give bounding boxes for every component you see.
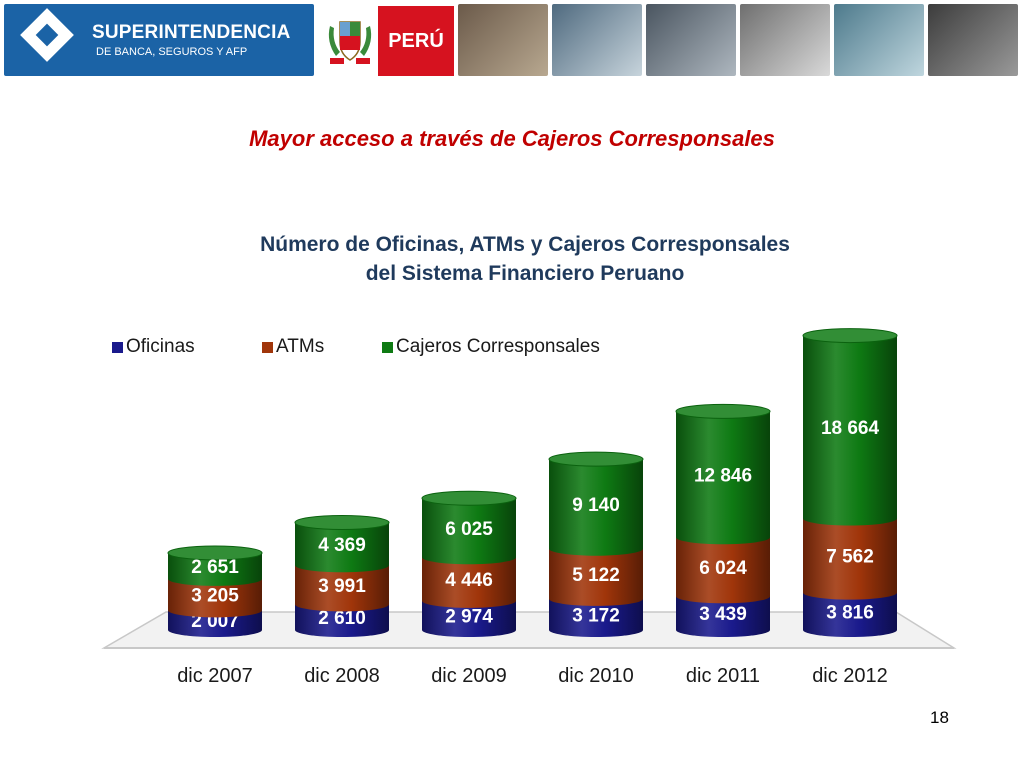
keyboard-photo xyxy=(646,4,736,76)
data-label: 6 024 xyxy=(699,558,747,579)
chart-title-line2: del Sistema Financiero Peruano xyxy=(365,262,685,285)
bar-segment xyxy=(295,565,389,612)
data-label: 2 651 xyxy=(191,557,239,578)
page-number: 18 xyxy=(930,708,949,727)
bar-segment xyxy=(676,411,770,545)
bar-segment xyxy=(549,598,643,637)
bar-segment xyxy=(168,578,262,618)
peru-label: PERÚ xyxy=(378,6,454,76)
bar-segment xyxy=(295,604,389,637)
bar-segment xyxy=(676,537,770,604)
legend-swatch xyxy=(112,342,123,353)
data-label: 5 122 xyxy=(572,565,620,586)
bar-top-cap xyxy=(421,490,517,506)
bar-segment xyxy=(803,335,897,526)
bar-top-cap xyxy=(294,514,390,530)
data-label: 3 205 xyxy=(191,586,239,607)
pos-terminal-photo xyxy=(928,4,1018,76)
bar-segment xyxy=(549,459,643,556)
x-tick-label: dic 2011 xyxy=(686,665,760,687)
bar-top-cap xyxy=(167,545,263,561)
data-label: 9 140 xyxy=(572,495,620,516)
data-label: 4 446 xyxy=(445,570,493,591)
legend-label: Cajeros Corresponsales xyxy=(396,336,600,357)
bar-segment xyxy=(168,552,262,586)
x-tick-label: dic 2010 xyxy=(558,665,634,687)
bar-segment xyxy=(676,596,770,637)
data-label: 4 369 xyxy=(318,535,366,556)
slide-title: Mayor acceso a través de Cajeros Corresp… xyxy=(249,126,775,151)
logo-line2: DE BANCA, SEGUROS Y AFP xyxy=(96,46,248,58)
data-label: 3 816 xyxy=(826,602,874,623)
legend-swatch xyxy=(262,342,273,353)
legend-label: ATMs xyxy=(276,336,325,357)
x-tick-label: dic 2007 xyxy=(177,665,253,687)
x-tick-label: dic 2009 xyxy=(431,665,507,687)
header-banner: SUPERINTENDENCIA DE BANCA, SEGUROS Y AFP… xyxy=(0,0,1024,80)
data-label: 2 610 xyxy=(318,608,366,629)
peru-coat-of-arms-icon xyxy=(328,21,372,64)
bar-top-cap xyxy=(802,328,898,344)
card-photo xyxy=(458,4,548,76)
bar-segment xyxy=(422,498,516,565)
bar-segment xyxy=(295,522,389,573)
bar-segment xyxy=(803,518,897,600)
bar-top-cap xyxy=(675,403,771,419)
data-label: 7 562 xyxy=(826,547,874,568)
data-label: 12 846 xyxy=(694,465,752,486)
data-label: 3 439 xyxy=(699,604,747,625)
legend-swatch xyxy=(382,342,393,353)
data-label: 6 025 xyxy=(445,519,493,540)
desk-photo xyxy=(740,4,830,76)
chart-title: Número de Oficinas, ATMs y Cajeros Corre… xyxy=(0,230,1024,288)
bar-segment xyxy=(803,592,897,637)
data-label: 2 974 xyxy=(445,606,493,627)
bar-segment xyxy=(422,557,516,608)
legend-label: Oficinas xyxy=(126,336,195,357)
handshake-photo xyxy=(834,4,924,76)
bar-segment xyxy=(422,600,516,637)
x-tick-label: dic 2008 xyxy=(304,665,380,687)
chart-title-line1: Número de Oficinas, ATMs y Cajeros Corre… xyxy=(260,233,790,256)
bar-segment xyxy=(549,548,643,606)
data-label: 3 991 xyxy=(318,576,366,597)
data-label: 18 664 xyxy=(821,418,880,439)
x-tick-label: dic 2012 xyxy=(812,665,888,687)
data-label: 3 172 xyxy=(572,605,620,626)
logo-line1: SUPERINTENDENCIA xyxy=(92,22,291,43)
building-photo xyxy=(552,4,642,76)
bar-top-cap xyxy=(548,451,644,467)
sbs-logo: SUPERINTENDENCIA DE BANCA, SEGUROS Y AFP xyxy=(4,4,314,76)
bar-segment xyxy=(168,610,262,637)
